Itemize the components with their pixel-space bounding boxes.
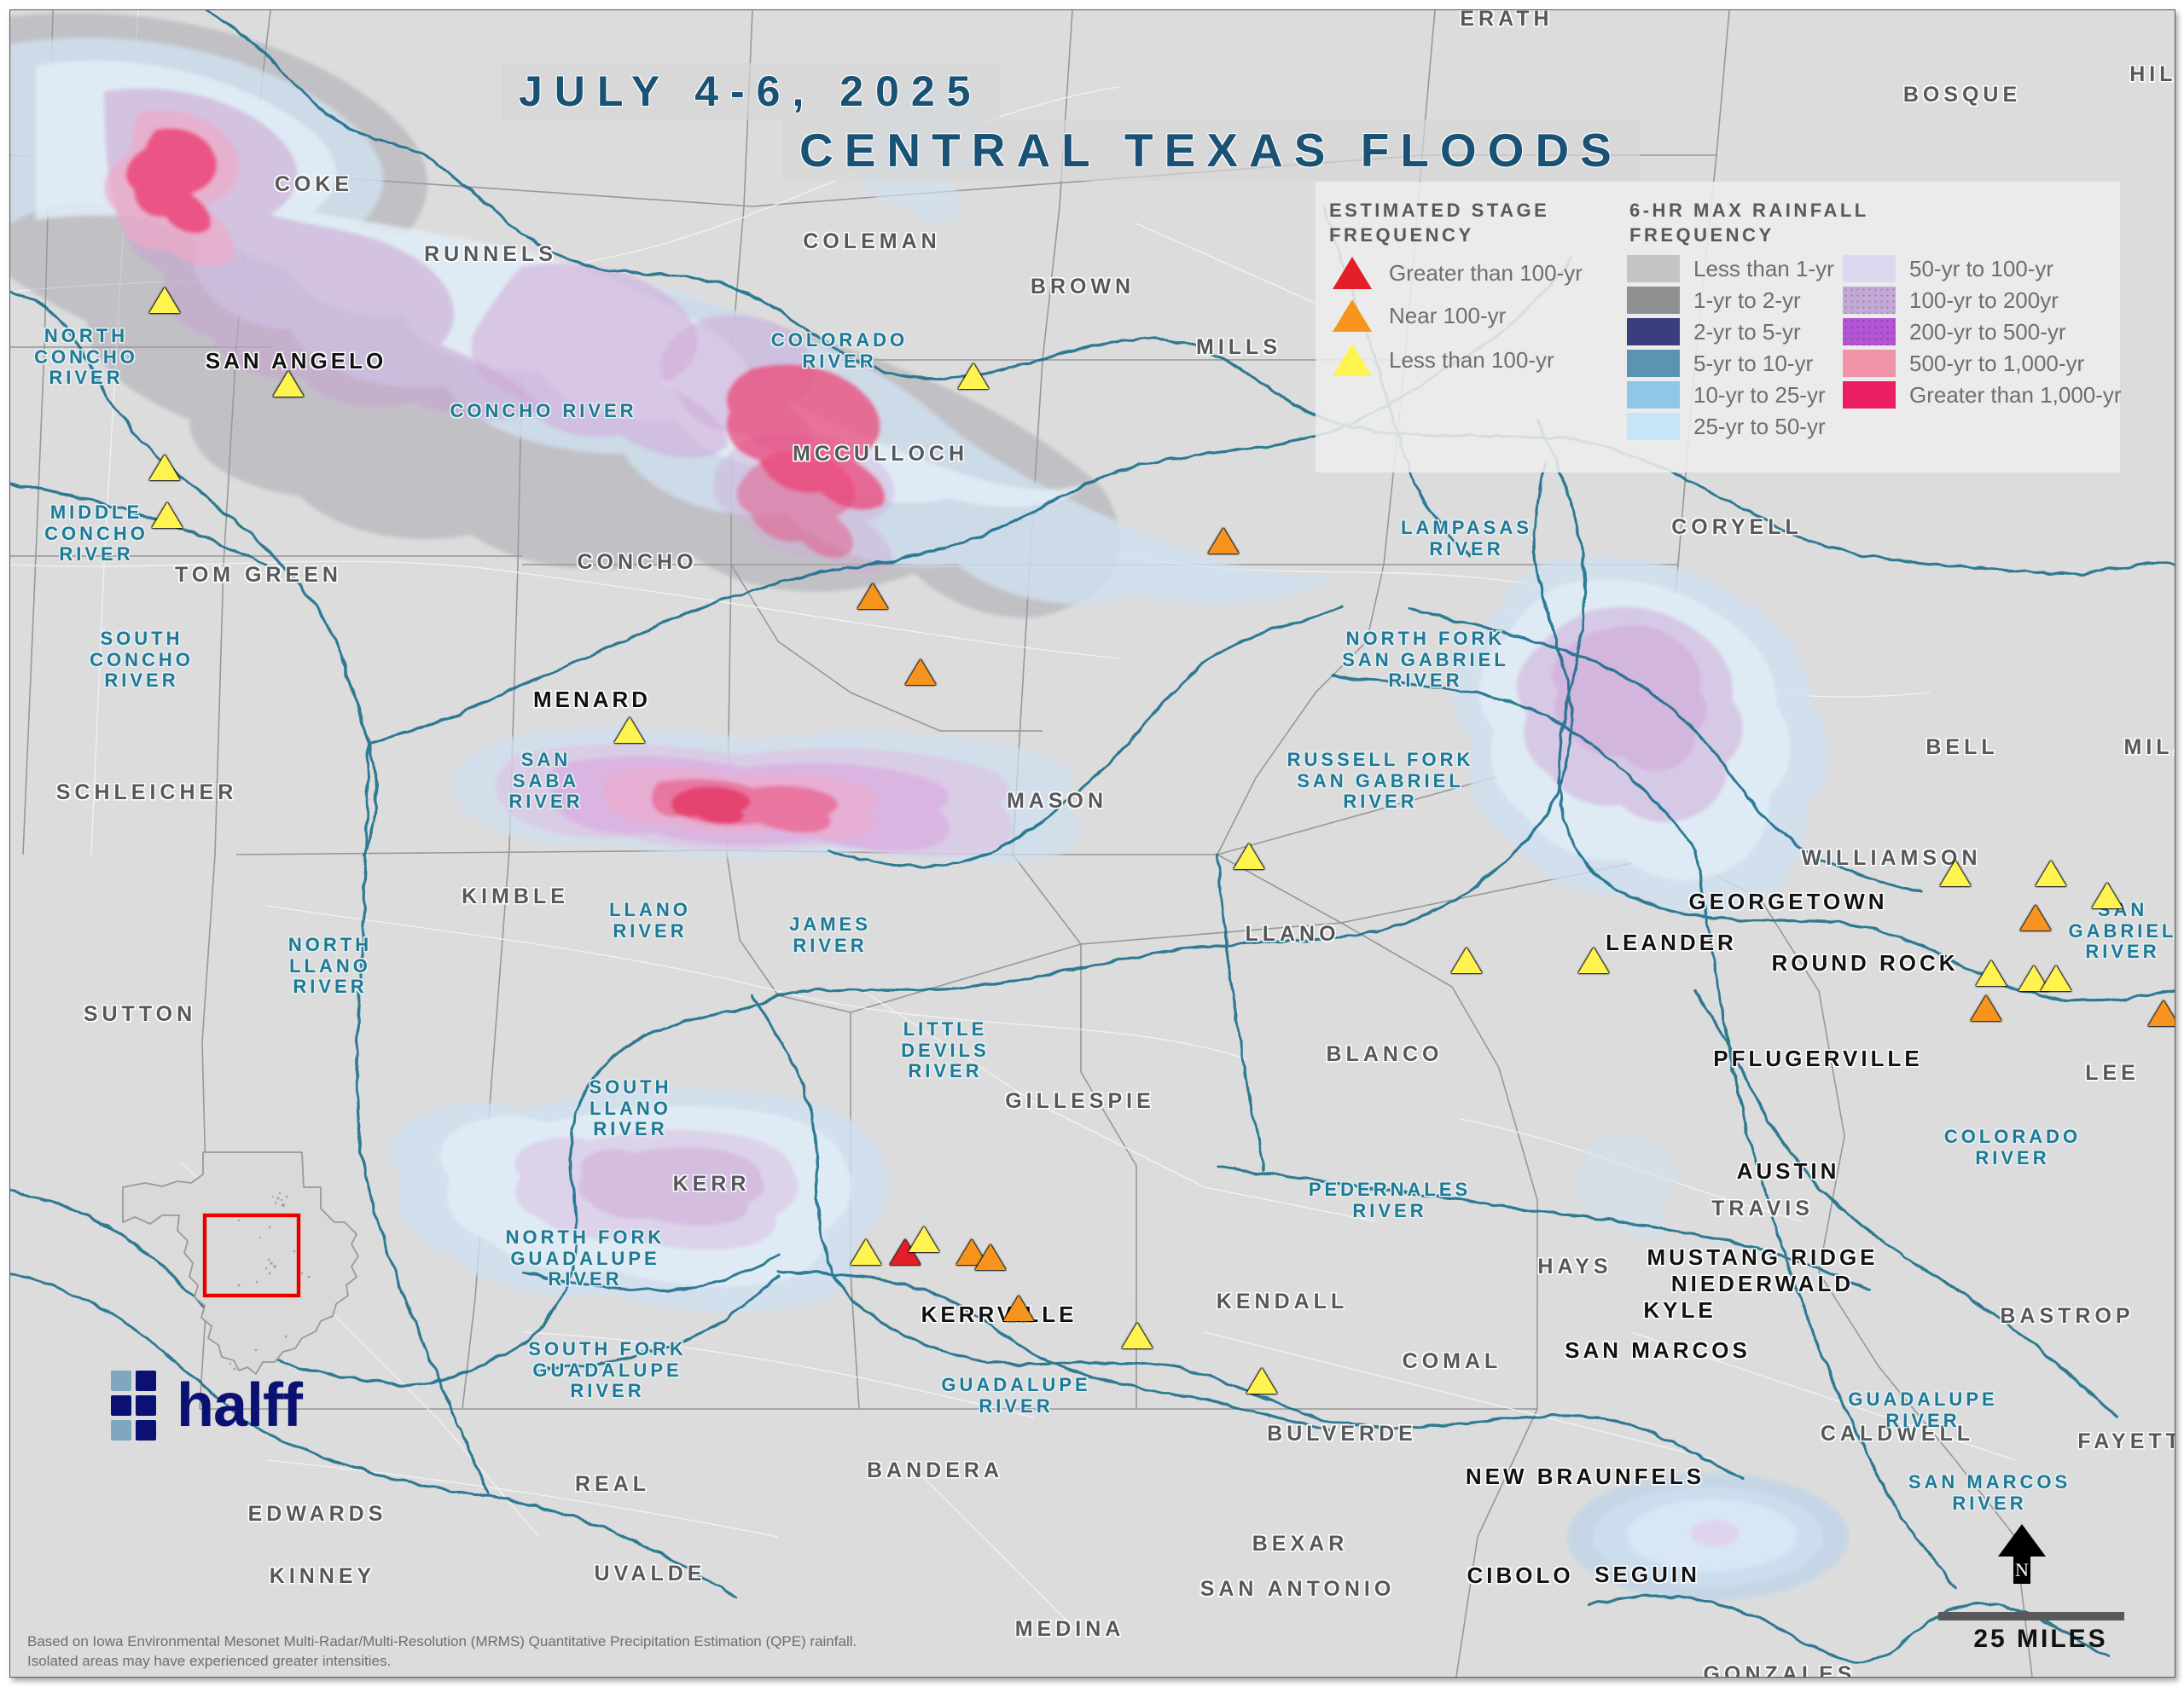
svg-text:N: N	[2015, 1559, 2029, 1580]
